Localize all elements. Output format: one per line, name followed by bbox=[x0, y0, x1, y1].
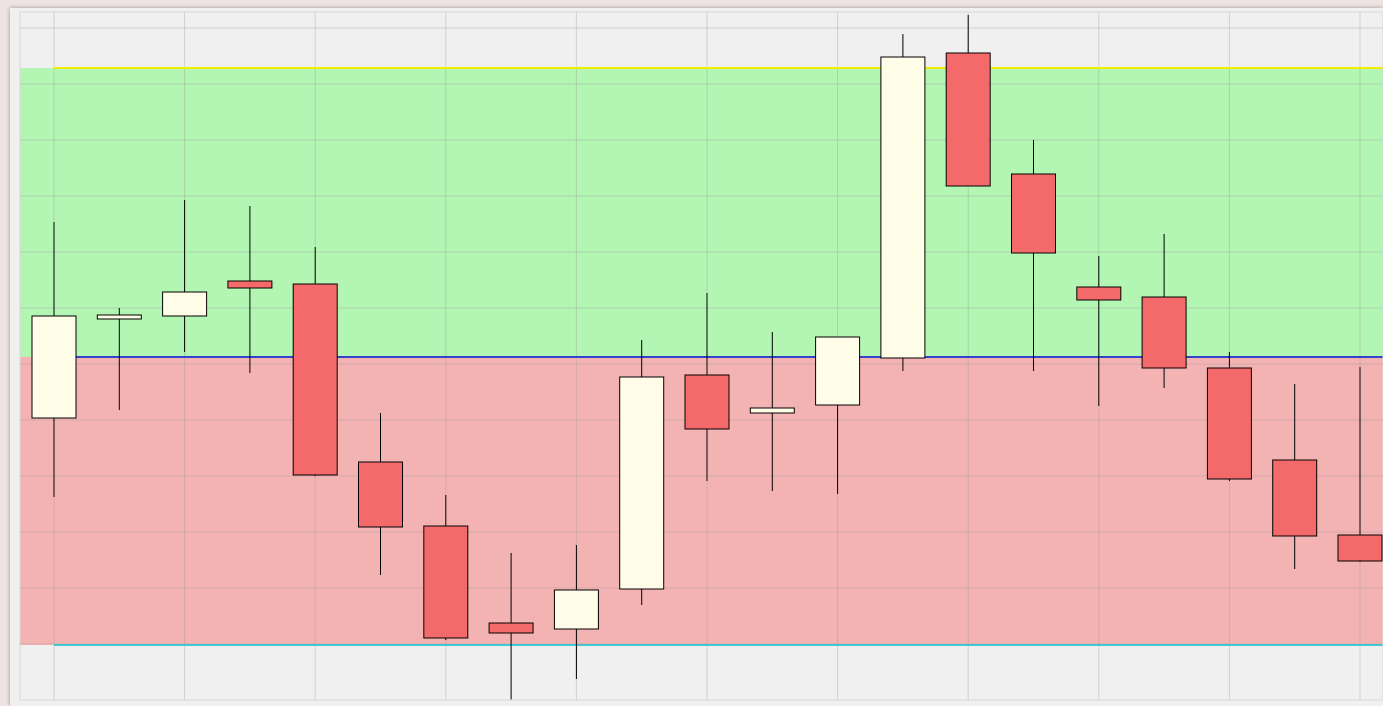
candle-body bbox=[96, 314, 142, 320]
candle-body bbox=[1011, 173, 1056, 254]
candle-body bbox=[292, 283, 338, 476]
upper-zone bbox=[20, 68, 1383, 357]
lower-zone bbox=[20, 357, 1383, 645]
candle-body bbox=[553, 589, 599, 630]
candle-body bbox=[1141, 296, 1187, 369]
candle-body bbox=[1272, 459, 1318, 537]
candle-body bbox=[684, 374, 730, 430]
candle-body bbox=[358, 461, 403, 528]
candle-body bbox=[815, 336, 861, 406]
candle-body bbox=[227, 280, 273, 289]
candle-body bbox=[749, 407, 795, 414]
candle-body bbox=[945, 52, 991, 187]
plot-frame bbox=[19, 11, 1383, 701]
candle-body bbox=[880, 56, 926, 359]
candle-body bbox=[488, 622, 534, 634]
candle-body bbox=[1076, 286, 1122, 301]
candle-body bbox=[619, 376, 665, 590]
candle-body bbox=[1337, 534, 1383, 562]
candle-body bbox=[1206, 367, 1252, 480]
candle-body bbox=[162, 291, 208, 317]
candle-body bbox=[423, 525, 469, 639]
candle-body bbox=[31, 315, 77, 419]
